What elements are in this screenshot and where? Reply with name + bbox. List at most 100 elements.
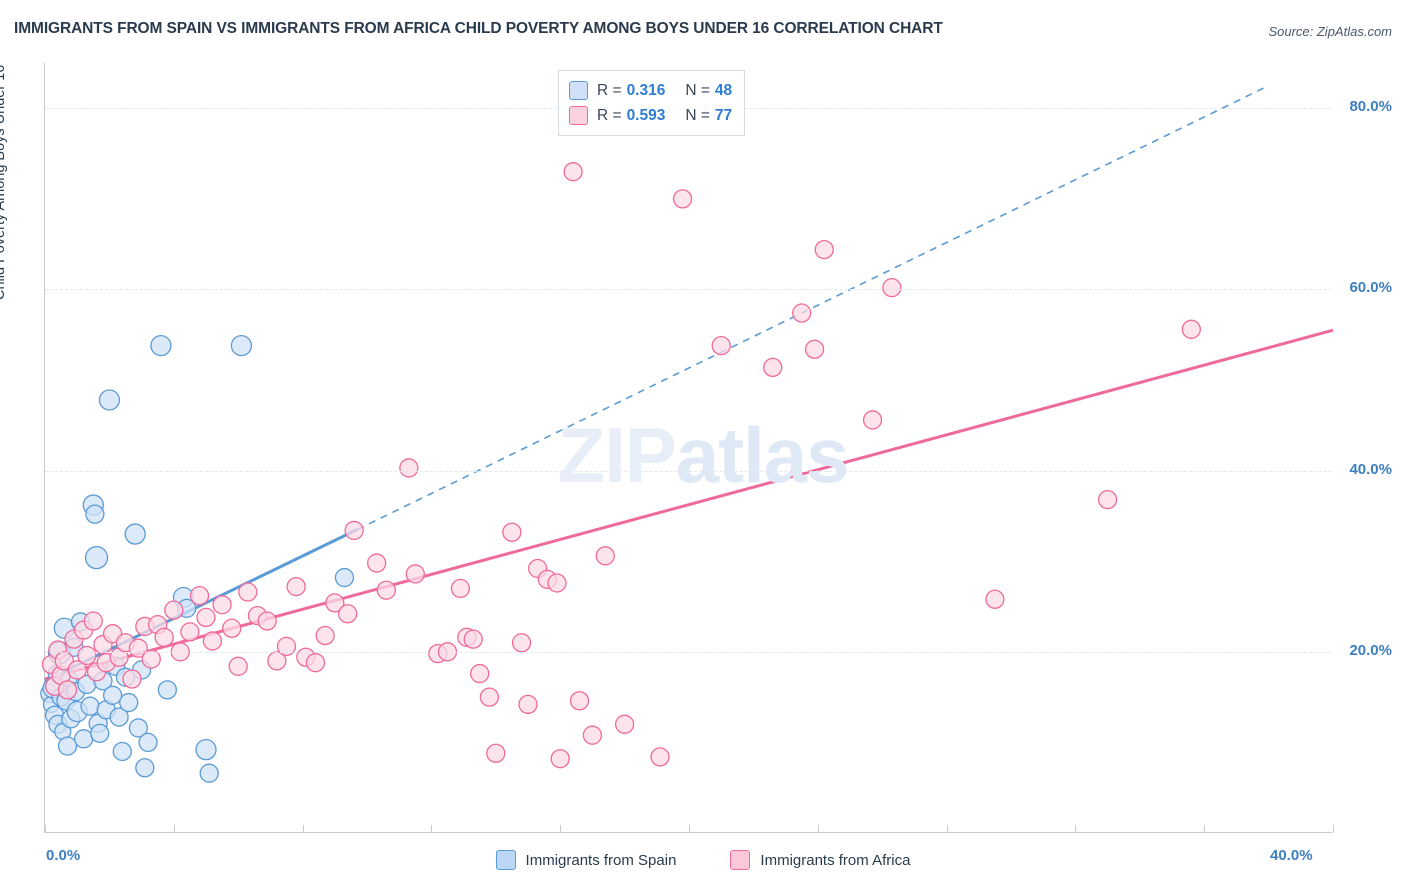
legend-swatch-spain-icon: [569, 81, 588, 100]
scatter-point: [84, 545, 109, 570]
y-axis-label: Child Poverty Among Boys Under 16: [0, 64, 8, 300]
scatter-point: [1097, 489, 1118, 510]
legend-item-spain[interactable]: Immigrants from Spain: [495, 850, 677, 870]
r-label-africa: R =: [597, 106, 622, 124]
legend-label-spain: Immigrants from Spain: [525, 851, 677, 869]
scatter-point: [814, 239, 834, 260]
scatter-point: [672, 189, 693, 209]
scatter-point: [83, 611, 103, 631]
scatter-point: [119, 692, 139, 713]
scatter-point: [518, 694, 538, 715]
scatter-point: [547, 573, 567, 593]
legend-swatch-africa-icon: [569, 106, 588, 125]
scatter-point: [73, 729, 94, 749]
scatter-point: [569, 691, 590, 711]
scatter-point: [124, 523, 146, 545]
scatter-layer: [40, 84, 1334, 783]
scatter-point: [138, 732, 158, 753]
r-label-spain: R =: [597, 81, 622, 99]
scatter-point: [164, 600, 184, 620]
scatter-point: [98, 389, 121, 411]
stats-row-spain: R = 0.316 N = 48: [569, 78, 732, 103]
y-tick-label: 60.0%: [1349, 279, 1392, 297]
x-tick-mark: [689, 825, 690, 833]
correlation-stats-box: R = 0.316 N = 48 R = 0.593 N = 77: [558, 70, 746, 136]
scatter-point: [212, 595, 232, 615]
scatter-point: [196, 607, 216, 628]
legend-marker-africa-icon: [730, 850, 751, 870]
scatter-point: [792, 303, 812, 323]
page-title: IMMIGRANTS FROM SPAIN VS IMMIGRANTS FROM…: [14, 20, 943, 37]
scatter-point: [222, 618, 242, 638]
stats-row-africa: R = 0.593 N = 77: [569, 103, 732, 128]
scatter-point: [344, 520, 364, 541]
gridline: [45, 470, 1332, 472]
scatter-point: [85, 504, 105, 524]
scatter-point: [189, 586, 210, 606]
scatter-point: [479, 687, 500, 707]
scatter-point: [486, 743, 506, 763]
scatter-point: [367, 553, 387, 573]
x-tick-label: 0.0%: [46, 847, 81, 864]
scatter-point: [230, 334, 253, 357]
scatter-point: [228, 656, 248, 676]
scatter-point: [650, 747, 670, 767]
scatter-point: [511, 633, 532, 653]
scatter-point: [195, 739, 217, 761]
scatter-point: [122, 669, 142, 689]
scatter-point: [305, 653, 326, 673]
chart-legend: Immigrants from Spain Immigrants from Af…: [0, 850, 1406, 870]
legend-marker-spain-icon: [495, 850, 516, 870]
scatter-point: [180, 622, 200, 642]
scatter-point: [376, 580, 396, 600]
scatter-point: [315, 625, 335, 646]
scatter-point: [502, 522, 522, 542]
x-tick-mark: [173, 825, 175, 833]
x-tick-mark: [302, 825, 304, 833]
scatter-point: [614, 714, 635, 734]
scatter-point: [582, 725, 603, 745]
n-value-spain: 48: [714, 81, 733, 99]
y-tick-label: 20.0%: [1349, 641, 1392, 659]
scatter-point: [135, 758, 155, 778]
scatter-point: [985, 589, 1005, 609]
x-tick-mark: [560, 825, 562, 833]
scatter-point: [57, 680, 78, 700]
scatter-point: [157, 680, 178, 700]
watermark-bold: ZIP: [557, 411, 676, 499]
scatter-point: [862, 410, 883, 430]
scatter-point: [334, 567, 355, 588]
scatter-point: [563, 162, 583, 182]
scatter-point: [1181, 319, 1201, 339]
n-label-spain: N =: [685, 81, 710, 99]
scatter-point: [109, 707, 129, 727]
scatter-point: [67, 660, 87, 680]
scatter-point: [154, 627, 174, 647]
legend-item-africa[interactable]: Immigrants from Africa: [730, 850, 910, 870]
x-tick-mark: [817, 825, 819, 833]
scatter-point: [804, 339, 825, 359]
scatter-point: [141, 649, 161, 669]
scatter-point: [238, 582, 258, 602]
legend-label-africa: Immigrants from Africa: [760, 851, 911, 869]
scatter-point: [128, 718, 149, 738]
x-tick-mark: [1204, 825, 1206, 833]
scatter-point: [550, 749, 570, 769]
scatter-point: [338, 604, 358, 624]
x-tick-label: 40.0%: [1270, 847, 1313, 864]
x-tick-mark: [1333, 825, 1334, 833]
scatter-point: [463, 629, 483, 649]
r-value-africa: 0.593: [626, 106, 666, 124]
scatter-point: [199, 763, 219, 783]
x-tick-mark: [1075, 825, 1077, 833]
scatter-point: [202, 631, 223, 651]
scatter-point: [57, 736, 78, 756]
x-tick-mark: [946, 825, 948, 833]
y-tick-label: 80.0%: [1349, 98, 1392, 116]
scatter-point: [882, 278, 902, 298]
scatter-point: [257, 611, 277, 631]
x-tick-mark: [45, 825, 46, 833]
scatter-point: [763, 357, 783, 378]
scatter-point: [77, 645, 97, 666]
